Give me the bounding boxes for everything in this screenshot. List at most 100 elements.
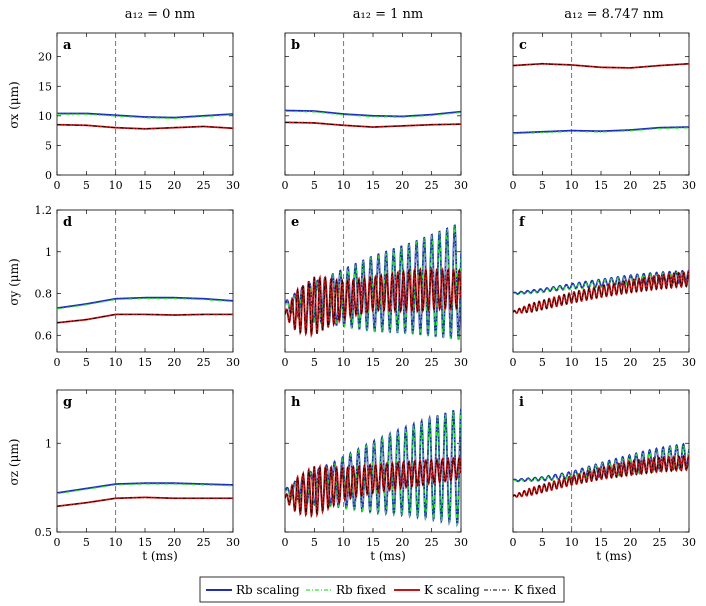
x-tick-label: 25 (425, 536, 439, 549)
x-tick-label: 25 (197, 179, 211, 192)
series-rb-fixed-b (285, 110, 461, 118)
x-tick-label: 20 (395, 536, 409, 549)
x-tick-label: 0 (510, 536, 517, 549)
legend-label-k-fixed: K fixed (514, 583, 557, 597)
x-tick-label: 20 (167, 356, 181, 369)
panel-label-e: e (291, 215, 299, 230)
series-group-g (57, 482, 233, 508)
x-tick-label: 0 (510, 179, 517, 192)
series-rb-scaling-d (57, 296, 233, 310)
ylabel-sigma-x: σx (μm) (7, 81, 21, 128)
y-tick-label: 15 (38, 80, 52, 93)
x-tick-label: 30 (226, 536, 240, 549)
x-tick-label: 0 (510, 356, 517, 369)
y-tick-label: 5 (45, 139, 52, 152)
ylabel-sigma-y: σy (μm) (7, 258, 21, 305)
x-tick-label: 30 (226, 179, 240, 192)
x-tick-label: 5 (539, 179, 546, 192)
x-tick-label: 20 (167, 536, 181, 549)
series-k-fixed-h (285, 456, 461, 517)
xlabel-col-1: t (ms) (370, 549, 406, 563)
column-title-a12-0: a₁₂ = 0 nm (125, 7, 195, 22)
panel-d: 0 5 10 15 20 25 30 0.6 0.8 1 1.2 d (35, 204, 241, 369)
panel-frame-g (56, 389, 234, 533)
panel-label-d: d (63, 215, 72, 230)
x-tick-label: 15 (138, 356, 152, 369)
series-rb-scaling-c (513, 126, 689, 134)
x-tick-label: 5 (83, 179, 90, 192)
series-k-scaling-b (285, 121, 461, 128)
panel-label-b: b (291, 38, 300, 53)
x-tick-label: 30 (454, 536, 468, 549)
column-title-a12-1: a₁₂ = 1 nm (353, 7, 423, 22)
series-group-d (57, 296, 233, 324)
legend-label-k-scaling: K scaling (424, 583, 480, 597)
series-rb-scaling-a (57, 112, 233, 119)
series-k-scaling-c (513, 62, 689, 69)
x-tick-label: 10 (337, 356, 351, 369)
series-k-fixed-b (285, 121, 461, 128)
series-group-f (513, 269, 689, 315)
x-tick-label: 10 (109, 179, 123, 192)
x-tick-label: 0 (282, 179, 289, 192)
x-tick-label: 5 (83, 536, 90, 549)
x-tick-label: 15 (366, 536, 380, 549)
series-k-scaling-i (513, 454, 689, 498)
series-k-fixed-c (513, 63, 689, 69)
panel-frame-b (284, 32, 462, 176)
x-tick-label: 15 (366, 356, 380, 369)
series-group-c (513, 62, 689, 135)
panel-frame-c (512, 32, 690, 176)
series-group-e (285, 224, 461, 341)
x-tick-label: 30 (682, 536, 696, 549)
x-tick-label: 5 (539, 356, 546, 369)
panel-c: 0 5 10 15 20 25 30 c (510, 32, 696, 192)
x-tick-label: 20 (167, 179, 181, 192)
x-tick-label: 15 (366, 179, 380, 192)
legend-label-rb-scaling: Rb scaling (236, 583, 300, 597)
y-tick-label: 1 (45, 246, 52, 259)
series-rb-scaling-g (57, 482, 233, 494)
panel-a: 0 5 10 15 20 25 30 0 5 10 15 20 a (38, 32, 240, 192)
xlabel-col-2: t (ms) (596, 549, 632, 563)
x-tick-label: 15 (138, 179, 152, 192)
series-rb-fixed-c (513, 127, 689, 135)
x-tick-label: 30 (226, 356, 240, 369)
x-tick-label: 25 (197, 356, 211, 369)
series-rb-fixed-a (57, 113, 233, 120)
ylabel-sigma-z: σz (μm) (7, 439, 21, 486)
series-rb-fixed-i (513, 444, 689, 483)
x-tick-label: 25 (653, 536, 667, 549)
x-tick-label: 30 (454, 356, 468, 369)
x-tick-label: 15 (594, 179, 608, 192)
x-tick-label: 20 (395, 356, 409, 369)
x-tick-label: 0 (282, 536, 289, 549)
x-tick-label: 30 (682, 179, 696, 192)
panel-f: 0 5 10 15 20 25 30 f (510, 209, 696, 369)
series-group-h (285, 408, 461, 528)
series-rb-fixed-g (57, 483, 233, 495)
y-tick-label: 0 (45, 169, 52, 182)
series-k-scaling-d (57, 313, 233, 324)
y-tick-label: 1 (45, 437, 52, 450)
x-tick-label: 0 (282, 356, 289, 369)
x-tick-label: 10 (565, 179, 579, 192)
panel-frame-a (56, 32, 234, 176)
series-rb-fixed-h (285, 409, 461, 528)
y-tick-label: 1.2 (35, 204, 53, 217)
series-k-scaling-a (57, 123, 233, 130)
x-tick-label: 20 (623, 356, 637, 369)
x-tick-label: 25 (197, 536, 211, 549)
series-k-scaling-f (513, 270, 689, 315)
x-tick-label: 10 (565, 536, 579, 549)
x-tick-label: 5 (83, 356, 90, 369)
series-group-a (57, 112, 233, 130)
legend-label-rb-fixed: Rb fixed (336, 583, 386, 597)
series-k-fixed-f (513, 271, 689, 314)
series-k-fixed-d (57, 314, 233, 324)
x-tick-label: 10 (337, 179, 351, 192)
y-tick-label: 0.8 (35, 288, 53, 301)
series-group-b (285, 109, 461, 128)
series-rb-fixed-d (57, 298, 233, 310)
